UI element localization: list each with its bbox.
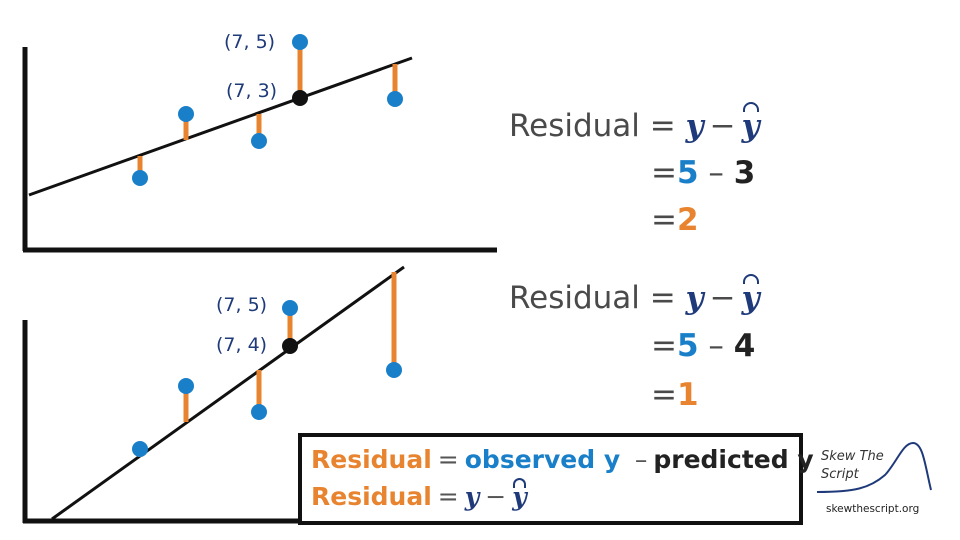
bottom-point-1 xyxy=(132,441,148,457)
equals-sign: = xyxy=(651,328,677,364)
top-point-2 xyxy=(178,106,194,122)
dash: – xyxy=(708,155,724,191)
top-residuals xyxy=(132,34,403,186)
bottom-residuals xyxy=(132,272,402,457)
y-hat-symbol: y xyxy=(741,102,760,144)
top-predicted-point-label: (7, 3) xyxy=(226,80,277,102)
equals-sign: = xyxy=(437,482,459,511)
y-symbol: y xyxy=(685,280,704,316)
bottom-substitution-line: =5 – 4 xyxy=(651,326,755,366)
residual-word: Residual xyxy=(311,445,432,474)
equals-sign: = xyxy=(651,377,677,413)
residual-term: Residual xyxy=(509,280,640,316)
top-residual-equation: Residual = y − y xyxy=(509,102,760,146)
residual-result: 2 xyxy=(676,202,699,238)
y-symbol: y xyxy=(685,108,704,144)
website-label: skewthescript.org xyxy=(826,503,920,515)
predicted-y-text: predicted y xyxy=(653,445,814,474)
definition-line-words: Residual = observed y – predicted y xyxy=(311,445,814,474)
top-axes xyxy=(22,47,497,253)
top-result-line: =2 xyxy=(651,200,699,240)
minus-sign: − xyxy=(709,280,736,316)
y-hat-symbol: y xyxy=(741,274,760,316)
minus-sign: − xyxy=(485,482,507,511)
observed-value: 5 xyxy=(676,155,699,191)
dash: – xyxy=(708,328,724,364)
equals-sign: = xyxy=(649,280,676,316)
top-point-predicted xyxy=(292,90,308,106)
top-observed-point-label: (7, 5) xyxy=(224,31,275,53)
bottom-regression-line xyxy=(51,265,405,521)
y-symbol: y xyxy=(464,482,480,511)
observed-y-text: observed y xyxy=(464,445,621,474)
skew-the-script-logo: Skew The Script xyxy=(815,440,935,520)
bottom-predicted-point-label: (7, 4) xyxy=(216,334,267,356)
equals-sign: = xyxy=(651,155,677,191)
residual-result: 1 xyxy=(676,377,699,413)
residual-word: Residual xyxy=(311,482,432,511)
top-point-3 xyxy=(251,133,267,149)
bottom-result-line: =1 xyxy=(651,375,699,415)
bottom-point-2 xyxy=(178,378,194,394)
predicted-value: 4 xyxy=(733,328,756,364)
top-substitution-line: =5 – 3 xyxy=(651,153,755,193)
top-point-observed xyxy=(292,34,308,50)
y-hat-symbol: y xyxy=(512,478,527,511)
dash: – xyxy=(634,445,648,474)
top-regression-line xyxy=(28,56,413,197)
top-point-5 xyxy=(387,91,403,107)
bottom-point-observed xyxy=(282,300,298,316)
minus-sign: − xyxy=(709,108,736,144)
definition-line-symbols: Residual = y − y xyxy=(311,478,527,511)
bottom-residual-equation: Residual = y − y xyxy=(509,274,760,318)
predicted-value: 3 xyxy=(733,155,756,191)
equals-sign: = xyxy=(649,108,676,144)
top-point-1 xyxy=(132,170,148,186)
bottom-point-3 xyxy=(251,404,267,420)
logo-text: Skew The Script xyxy=(821,449,884,482)
bottom-point-predicted xyxy=(282,338,298,354)
observed-value: 5 xyxy=(676,328,699,364)
bottom-point-5 xyxy=(386,362,402,378)
equals-sign: = xyxy=(437,445,459,474)
residual-term: Residual xyxy=(509,108,640,144)
residual-definition-box: Residual = observed y – predicted y Residua… xyxy=(298,433,814,525)
bell-curve-icon xyxy=(816,441,932,493)
bottom-observed-point-label: (7, 5) xyxy=(216,294,267,316)
equals-sign: = xyxy=(651,202,677,238)
